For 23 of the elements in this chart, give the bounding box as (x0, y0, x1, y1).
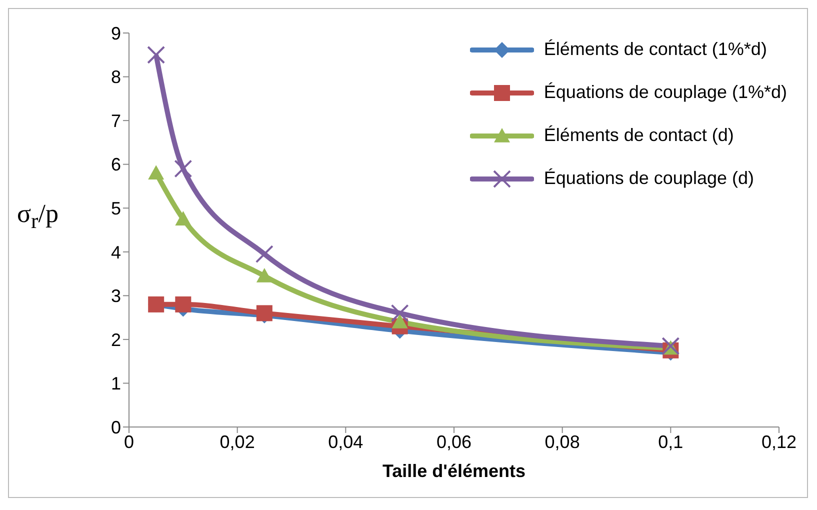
x-tick-label: 0,12 (761, 432, 797, 452)
y-tick-label: 0 (110, 417, 121, 438)
y-tick-label: 3 (110, 286, 121, 306)
y-axis-title: σ$_{r}$/p (17, 199, 58, 234)
y-tick-label: 6 (110, 154, 121, 175)
y-tick-label: 4 (110, 242, 121, 262)
x-tick-label: 0 (124, 432, 134, 452)
x-tick-label: 0,04 (328, 432, 364, 452)
y-tick-label: 5 (110, 198, 121, 218)
x-axis-title: Taille d'éléments (382, 461, 526, 481)
legend-label: Éléments de contact (d) (544, 125, 734, 146)
legend-label: Équations de couplage (1%*d) (544, 82, 787, 103)
y-tick-label: 8 (110, 67, 121, 88)
x-tick-label: 0,06 (436, 432, 472, 452)
y-tick-label: 9 (110, 23, 121, 44)
y-tick-label: 7 (110, 110, 121, 131)
x-tick-label: 0,1 (658, 432, 684, 452)
x-tick-label: 0,02 (220, 432, 255, 452)
legend-label: Équations de couplage (d) (544, 168, 754, 189)
legend-label: Éléments de contact (1%*d) (544, 39, 767, 60)
x-tick-label: 0,08 (544, 432, 580, 452)
y-tick-label: 2 (110, 330, 121, 350)
y-tick-label: 1 (110, 374, 121, 394)
